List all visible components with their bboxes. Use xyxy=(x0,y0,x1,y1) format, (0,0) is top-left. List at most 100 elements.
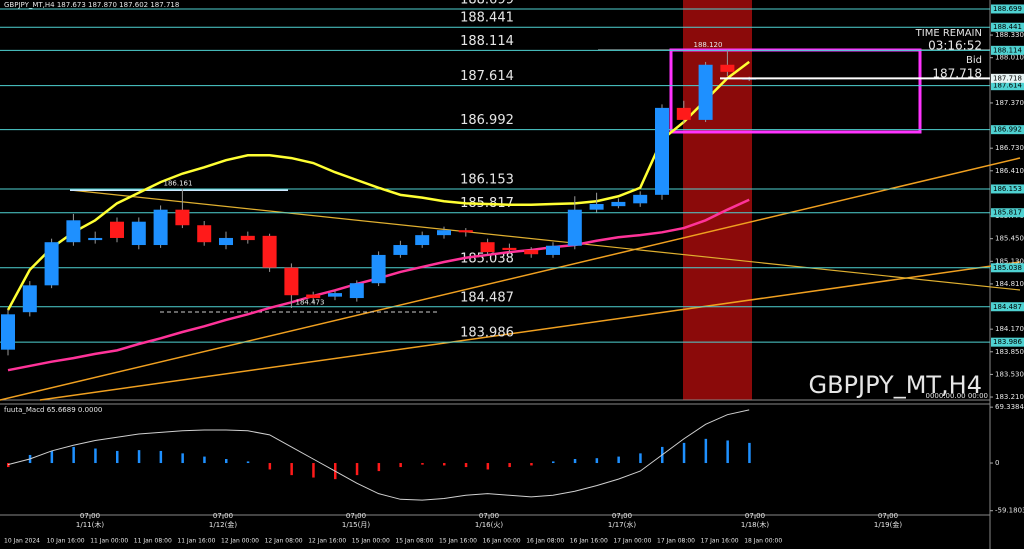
histogram-bar xyxy=(682,442,686,464)
level-label: 188.441 xyxy=(460,11,514,26)
candle-body xyxy=(328,293,342,297)
candle-body xyxy=(306,294,321,299)
histogram-bar xyxy=(181,453,184,464)
candle-body xyxy=(110,221,124,238)
x-tick-label: 11 Jan 00:00 xyxy=(90,538,128,545)
candle-body xyxy=(349,283,364,299)
level-label: 187.614 xyxy=(460,69,514,84)
x-tick-label: 12 Jan 16:00 xyxy=(308,538,346,545)
stamp: 0000.00.00 00:00 xyxy=(926,392,988,400)
candle-body xyxy=(502,247,517,250)
time-remain: 03:16:52 xyxy=(928,39,982,53)
x-tick-label: 11 Jan 08:00 xyxy=(134,538,172,545)
price-label: 188.120 xyxy=(694,41,723,49)
level-tag-label: 183.986 xyxy=(993,338,1022,346)
x-tick-label: 16 Jan 16:00 xyxy=(570,538,608,545)
moving-average xyxy=(6,60,750,311)
trend-line xyxy=(0,157,1021,401)
x-tick-label: 12 Jan 00:00 xyxy=(221,538,259,545)
histogram-bar xyxy=(421,463,424,465)
candle-body xyxy=(240,235,255,241)
level-label: 188.699 xyxy=(460,0,514,7)
trend-line xyxy=(39,261,1021,401)
candle-body xyxy=(44,242,59,286)
candle-body xyxy=(284,267,299,296)
level-tag-label: 187.614 xyxy=(993,82,1022,90)
candle-body xyxy=(633,194,648,204)
candle-body xyxy=(437,230,451,236)
y-tick-label: 185.130 xyxy=(995,257,1024,265)
histogram-bar xyxy=(399,463,402,468)
day-date: 1/16(火) xyxy=(475,521,503,529)
level-label: 188.114 xyxy=(460,34,514,49)
histogram-bar xyxy=(159,450,163,464)
symbol-watermark: GBPJPY_MT,H4 xyxy=(808,371,982,399)
histogram-bar xyxy=(94,448,97,464)
level-tag xyxy=(991,125,1024,135)
candle-body xyxy=(197,225,212,243)
histogram-bar xyxy=(530,463,533,466)
level-label: 184.487 xyxy=(460,290,514,305)
candle-body xyxy=(22,285,37,313)
histogram-bar xyxy=(552,461,555,464)
candle-body xyxy=(131,221,146,246)
x-tick-label: 12 Jan 08:00 xyxy=(265,538,303,545)
day-date: 1/17(水) xyxy=(608,520,636,529)
x-tick-label: 17 Jan 00:00 xyxy=(613,538,651,545)
trend-line xyxy=(69,189,1021,291)
price-label: 184.473 xyxy=(296,299,325,307)
x-tick-label: 10 Jan 2024 xyxy=(4,538,40,545)
histogram-bar xyxy=(726,440,729,464)
x-tick-label: 15 Jan 00:00 xyxy=(352,538,390,545)
histogram-bar xyxy=(203,456,206,464)
bid-tag-label: 187.718 xyxy=(993,74,1022,82)
day-time: 07:00 xyxy=(479,512,499,520)
level-tag-label: 184.487 xyxy=(993,303,1022,311)
histogram-bar xyxy=(72,446,75,464)
y-tick-label: 69.3384 xyxy=(995,403,1024,411)
candle-body xyxy=(546,245,560,255)
x-tick-label: 16 Jan 00:00 xyxy=(483,538,521,545)
candle-body xyxy=(393,245,408,255)
level-tag-label: 186.992 xyxy=(993,126,1022,134)
x-tick-label: 10 Jan 16:00 xyxy=(47,538,85,545)
y-tick-label: 188.010 xyxy=(995,54,1024,62)
day-date: 1/11(木) xyxy=(76,520,104,529)
level-label: 186.992 xyxy=(460,113,514,128)
y-tick-label: 183.210 xyxy=(995,393,1024,401)
x-tick-label: 18 Jan 00:00 xyxy=(744,538,782,545)
y-tick-label: 187.370 xyxy=(995,99,1024,107)
bid-value: 187.718 xyxy=(932,67,982,81)
candle-body xyxy=(175,209,190,226)
candle-body xyxy=(371,254,386,284)
histogram-bar xyxy=(748,442,751,464)
day-time: 07:00 xyxy=(612,512,632,520)
time-remain-label: TIME REMAIN xyxy=(915,28,982,39)
day-date: 1/15(月) xyxy=(342,521,370,529)
level-tag-label: 188.699 xyxy=(993,5,1022,13)
histogram-bar xyxy=(355,463,359,476)
level-tag-label: 188.114 xyxy=(993,46,1022,54)
candle-body xyxy=(676,107,691,120)
x-tick-label: 17 Jan 08:00 xyxy=(657,538,695,545)
x-tick-label: 15 Jan 08:00 xyxy=(395,538,433,545)
histogram-bar xyxy=(704,438,708,464)
candle-body xyxy=(698,64,713,120)
histogram-bar xyxy=(290,463,293,476)
y-tick-label: 183.850 xyxy=(995,348,1024,356)
indicator-label: fuuta_Macd 65.6689 0.0000 xyxy=(4,406,102,414)
x-tick-label: 11 Jan 16:00 xyxy=(177,538,215,545)
level-tag-label: 188.441 xyxy=(993,23,1022,31)
histogram-bar xyxy=(508,463,511,468)
histogram-bar xyxy=(639,453,642,464)
level-label: 186.153 xyxy=(460,172,514,187)
y-tick-label: 184.810 xyxy=(995,280,1024,288)
histogram-bar xyxy=(595,458,599,464)
x-tick-label: 17 Jan 16:00 xyxy=(701,538,739,545)
x-tick-label: 15 Jan 16:00 xyxy=(439,538,477,545)
histogram-bar xyxy=(573,459,577,464)
histogram-bar xyxy=(246,461,250,464)
bid-label: Bid xyxy=(966,55,982,66)
